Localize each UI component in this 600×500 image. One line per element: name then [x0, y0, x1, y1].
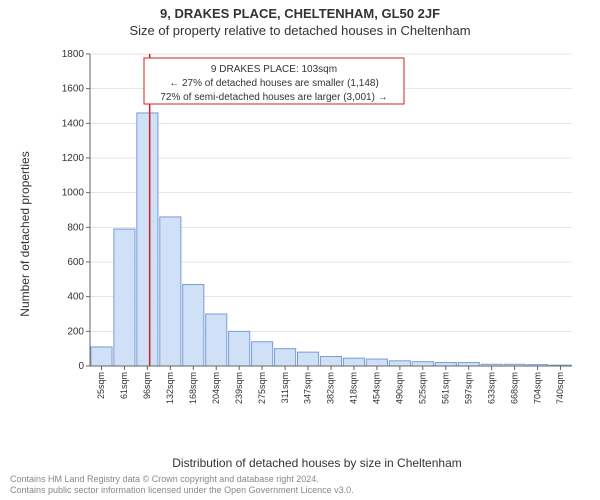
svg-text:633sqm: 633sqm [486, 372, 496, 404]
svg-text:239sqm: 239sqm [234, 372, 244, 404]
svg-text:490sqm: 490sqm [395, 372, 405, 404]
svg-text:525sqm: 525sqm [418, 372, 428, 404]
svg-text:204sqm: 204sqm [211, 372, 221, 404]
svg-text:347sqm: 347sqm [303, 372, 313, 404]
svg-text:1000: 1000 [62, 188, 85, 199]
svg-text:561sqm: 561sqm [440, 372, 450, 404]
y-axis-label: Number of detached properties [18, 48, 32, 420]
svg-text:275sqm: 275sqm [257, 372, 267, 404]
svg-text:597sqm: 597sqm [463, 372, 473, 404]
svg-text:168sqm: 168sqm [188, 372, 198, 404]
svg-text:454sqm: 454sqm [372, 372, 382, 404]
svg-text:668sqm: 668sqm [509, 372, 519, 404]
svg-text:311sqm: 311sqm [280, 372, 290, 403]
x-axis-label: Distribution of detached houses by size … [56, 456, 578, 470]
svg-text:740sqm: 740sqm [555, 372, 565, 404]
svg-text:418sqm: 418sqm [349, 372, 359, 404]
svg-text:96sqm: 96sqm [142, 372, 152, 399]
svg-text:← 27% of detached houses are s: ← 27% of detached houses are smaller (1,… [169, 78, 379, 89]
svg-text:1600: 1600 [62, 84, 85, 95]
svg-text:61sqm: 61sqm [119, 372, 129, 399]
histogram-chart: 0 200 400 600 800 1000 1200 1400 1600 1800 25sqm 61… [56, 48, 578, 420]
svg-text:0: 0 [78, 361, 84, 372]
svg-text:800: 800 [67, 222, 84, 233]
svg-text:1800: 1800 [62, 49, 85, 60]
svg-text:600: 600 [67, 257, 84, 268]
page-subtitle: Size of property relative to detached ho… [0, 21, 600, 38]
footer-attribution: Contains HM Land Registry data © Crown c… [10, 474, 590, 497]
svg-text:1400: 1400 [62, 118, 85, 129]
svg-text:72% of semi-detached houses ar: 72% of semi-detached houses are larger (… [160, 92, 387, 103]
svg-text:400: 400 [67, 292, 84, 303]
footer-line-1: Contains HM Land Registry data © Crown c… [10, 474, 590, 485]
svg-text:1200: 1200 [62, 153, 85, 164]
footer-line-2: Contains public sector information licen… [10, 485, 590, 496]
svg-text:132sqm: 132sqm [165, 372, 175, 404]
svg-text:9 DRAKES PLACE: 103sqm: 9 DRAKES PLACE: 103sqm [211, 64, 337, 75]
svg-text:704sqm: 704sqm [532, 372, 542, 404]
svg-text:382sqm: 382sqm [326, 372, 336, 404]
svg-text:200: 200 [67, 326, 84, 337]
svg-text:25sqm: 25sqm [96, 372, 106, 399]
chart-area: 0 200 400 600 800 1000 1200 1400 1600 1800 25sqm 61… [56, 48, 578, 420]
page-title-address: 9, DRAKES PLACE, CHELTENHAM, GL50 2JF [0, 0, 600, 21]
